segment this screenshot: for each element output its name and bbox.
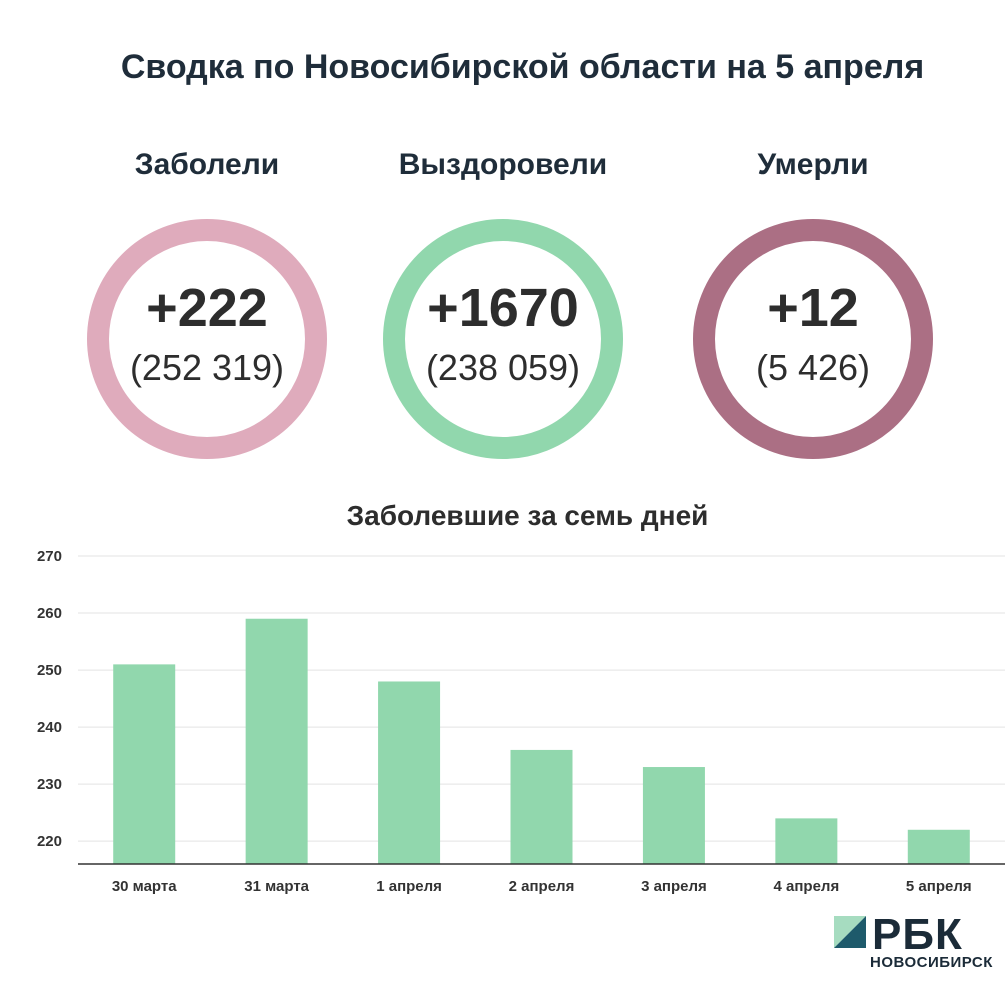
deaths-ring: +12 (5 426) (693, 219, 933, 459)
y-tick-label: 260 (37, 605, 62, 622)
bar-1 (113, 664, 176, 864)
stat-recovered: Выздоровели +1670 (238 059) (363, 145, 643, 459)
bar-6 (775, 818, 838, 864)
stat-delta: +222 (146, 278, 268, 338)
x-tick-label: 30 марта (112, 878, 177, 895)
x-tick-label: 1 апреля (376, 878, 442, 895)
stat-label: Заболели (134, 148, 280, 181)
stat-infected: Заболели +222 (252 319) (67, 145, 347, 459)
y-tick-label: 250 (37, 662, 62, 679)
bar-chart: 220 230 240 250 260 270 30 марта 31 марта 1 апре… (37, 548, 1005, 895)
logo-mark-icon (834, 916, 866, 948)
bar-4 (510, 749, 573, 864)
y-tick-label: 230 (37, 776, 62, 793)
bar-7 (907, 829, 970, 864)
stat-total: (252 319) (129, 347, 285, 388)
logo-word: РБК (872, 910, 963, 959)
bar-5 (642, 767, 705, 864)
chart-title: Заболевшие за семь дней (346, 500, 709, 531)
x-tick-label: 3 апреля (641, 878, 707, 895)
y-tick-label: 240 (37, 719, 62, 736)
page-title: Сводка по Новосибирской области на 5 апр… (120, 48, 925, 86)
x-tick-label: 5 апреля (906, 878, 972, 895)
logo-subtitle: НОВОСИБИРСК (870, 954, 993, 971)
stat-delta: +12 (767, 278, 859, 338)
stat-label: Умерли (757, 148, 869, 181)
stat-total: (238 059) (425, 347, 581, 388)
y-tick-label: 220 (37, 833, 62, 850)
infected-ring: +222 (252 319) (87, 219, 327, 459)
y-tick-label: 270 (37, 548, 62, 565)
stat-deaths: Умерли +12 (5 426) (673, 145, 953, 459)
x-tick-label: 31 марта (244, 878, 309, 895)
bar-3 (378, 681, 441, 864)
x-tick-label: 4 апреля (774, 878, 840, 895)
recovered-ring: +1670 (238 059) (383, 219, 623, 459)
rbc-logo: РБК НОВОСИБИРСК (834, 910, 1004, 996)
bar-2 (245, 618, 308, 864)
stat-label: Выздоровели (398, 148, 608, 181)
x-tick-label: 2 апреля (509, 878, 575, 895)
stat-delta: +1670 (427, 278, 579, 338)
stat-total: (5 426) (755, 347, 871, 388)
